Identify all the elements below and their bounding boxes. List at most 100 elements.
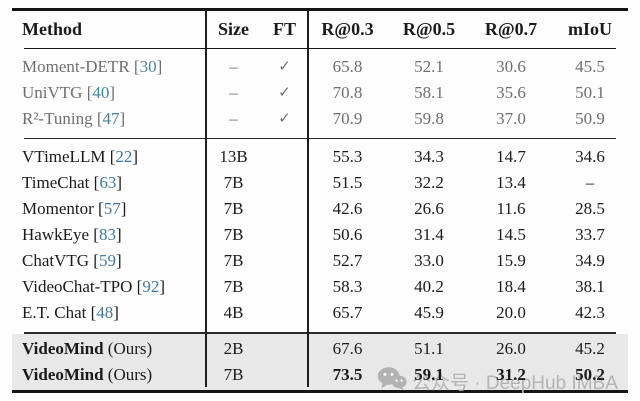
method-cell: VideoMind (Ours) <box>22 338 153 358</box>
metric-cell-miou: 45.2 <box>575 338 605 358</box>
citation-number: 92 <box>142 277 160 297</box>
method-cell: TimeChat [63] <box>22 173 122 193</box>
column-divider <box>307 11 309 387</box>
metric-cell-miou: 45.5 <box>575 57 605 76</box>
metric-cell-r05: 26.6 <box>414 199 444 219</box>
watermark-text: 公众号 · DeepHub IMBA <box>412 373 618 394</box>
metric-cell-miou: 42.3 <box>575 303 605 323</box>
metric-cell-r07: 31.2 <box>496 364 526 384</box>
metric-cell-miou: 28.5 <box>575 199 605 219</box>
group-llm-baselines: VTimeLLM [22] 13B 55.3 34.3 14.7 34.6 Ti… <box>12 139 628 332</box>
metric-cell-r03: 65.7 <box>332 303 363 323</box>
table-row: VideoMind (Ours) 7B 73.5 59.1 31.2 50.2 <box>12 362 628 388</box>
column-header-ft: FT <box>272 18 296 39</box>
metric-cell-r03: 58.3 <box>332 277 363 297</box>
group-finetuned-baselines: Moment-DETR [30] – ✓ 65.8 52.1 30.6 45.5… <box>12 49 628 138</box>
table-row: VideoMind (Ours) 2B 67.6 51.1 26.0 45.2 <box>12 336 628 362</box>
metric-cell-r05: 51.1 <box>414 338 444 358</box>
metric-cell-r03: 51.5 <box>332 173 363 193</box>
metric-cell-r05: 59.1 <box>414 364 444 384</box>
table-row: Moment-DETR [30] – ✓ 65.8 52.1 30.6 45.5 <box>12 54 628 80</box>
metric-cell-miou: – <box>585 173 595 193</box>
size-cell: 7B <box>223 225 244 245</box>
group-separator-rule <box>24 138 616 140</box>
metric-cell-r07: 15.9 <box>496 251 526 271</box>
metric-cell-r03: 73.5 <box>332 364 363 384</box>
metric-cell-miou: 38.1 <box>575 277 605 297</box>
size-cell: – <box>229 83 238 102</box>
method-cell: VideoChat-TPO [92] <box>22 277 166 297</box>
metric-cell-miou: 50.1 <box>575 83 605 102</box>
method-cell: VTimeLLM [22] <box>22 147 139 167</box>
metric-cell-r07: 18.4 <box>496 277 526 297</box>
size-cell: 7B <box>223 251 244 271</box>
size-cell: 2B <box>223 338 244 358</box>
method-cell: ChatVTG [59] <box>22 251 122 271</box>
size-cell: 7B <box>223 199 244 219</box>
column-header-miou: mIoU <box>568 18 612 39</box>
table-bottom-rule <box>12 389 628 393</box>
citation-number: 40 <box>92 83 110 102</box>
column-header-r03: R@0.3 <box>321 18 374 39</box>
metric-cell-r05: 58.1 <box>414 83 444 102</box>
metric-cell-r05: 40.2 <box>414 277 444 297</box>
metric-cell-r03: 42.6 <box>332 199 363 219</box>
metric-cell-miou: 50.2 <box>575 364 605 384</box>
header-separator-rule <box>24 47 616 49</box>
column-header-r05: R@0.5 <box>402 18 456 39</box>
metric-cell-miou: 34.9 <box>575 251 605 271</box>
column-header-method: Method <box>22 18 82 39</box>
metric-cell-r03: 70.8 <box>332 83 363 102</box>
method-cell: Moment-DETR [30] <box>22 57 163 76</box>
watermark: 公众号 · DeepHub IMBA <box>377 366 618 397</box>
method-cell: VideoMind (Ours) <box>22 364 153 384</box>
table-row: VideoChat-TPO [92] 7B 58.3 40.2 18.4 38.… <box>12 274 628 300</box>
table-row: R²-Tuning [47] – ✓ 70.9 59.8 37.0 50.9 <box>12 106 628 132</box>
table-row: E.T. Chat [48] 4B 65.7 45.9 20.0 42.3 <box>12 300 628 326</box>
table-row: UniVTG [40] – ✓ 70.8 58.1 35.6 50.1 <box>12 80 628 106</box>
citation-number: 63 <box>99 173 117 193</box>
ft-cell: ✓ <box>278 111 291 127</box>
citation-number: 22 <box>115 147 133 167</box>
metric-cell-r07: 14.5 <box>496 225 526 245</box>
table-top-rule <box>12 8 628 11</box>
size-cell: – <box>229 109 238 128</box>
metric-cell-r03: 52.7 <box>332 251 363 271</box>
metric-cell-miou: 34.6 <box>575 147 605 167</box>
method-cell: UniVTG [40] <box>22 83 116 102</box>
size-cell: 4B <box>223 303 244 323</box>
metric-cell-r03: 65.8 <box>332 57 363 76</box>
metric-cell-r07: 14.7 <box>496 147 526 167</box>
ft-cell: ✓ <box>278 85 291 101</box>
metric-cell-r05: 33.0 <box>414 251 444 271</box>
metric-cell-r05: 59.8 <box>414 109 444 128</box>
metric-cell-r05: 34.3 <box>414 147 444 167</box>
metric-cell-r07: 20.0 <box>496 303 526 323</box>
column-divider <box>205 11 207 387</box>
method-cell: HawkEye [83] <box>22 225 122 245</box>
table-row: Momentor [57] 7B 42.6 26.6 11.6 28.5 <box>12 196 628 222</box>
metric-cell-r07: 11.6 <box>496 199 526 219</box>
metric-cell-r03: 70.9 <box>332 109 363 128</box>
column-header-r07: R@0.7 <box>484 18 538 39</box>
citation-number: 30 <box>139 57 157 76</box>
group-separator-rule <box>24 332 616 334</box>
citation-number: 47 <box>102 109 120 128</box>
metric-cell-r05: 45.9 <box>414 303 444 323</box>
metric-cell-miou: 33.7 <box>575 225 605 245</box>
wechat-icon <box>377 366 407 397</box>
metric-cell-r07: 35.6 <box>496 83 526 102</box>
size-cell: 7B <box>223 173 244 193</box>
citation-number: 57 <box>103 199 121 219</box>
column-header-size: Size <box>218 18 249 39</box>
citation-number: 59 <box>98 251 116 271</box>
results-table: Method Size FT R@0.3 R@0.5 R@0.7 mIoU Mo… <box>12 11 628 390</box>
method-cell: E.T. Chat [48] <box>22 303 119 323</box>
size-cell: 13B <box>219 147 248 167</box>
metric-cell-r03: 55.3 <box>332 147 363 167</box>
table-header-row: Method Size FT R@0.3 R@0.5 R@0.7 mIoU <box>12 11 628 48</box>
ft-cell: ✓ <box>278 59 291 75</box>
group-videomind-ours: VideoMind (Ours) 2B 67.6 51.1 26.0 45.2 … <box>12 333 628 390</box>
table-row: ChatVTG [59] 7B 52.7 33.0 15.9 34.9 <box>12 248 628 274</box>
